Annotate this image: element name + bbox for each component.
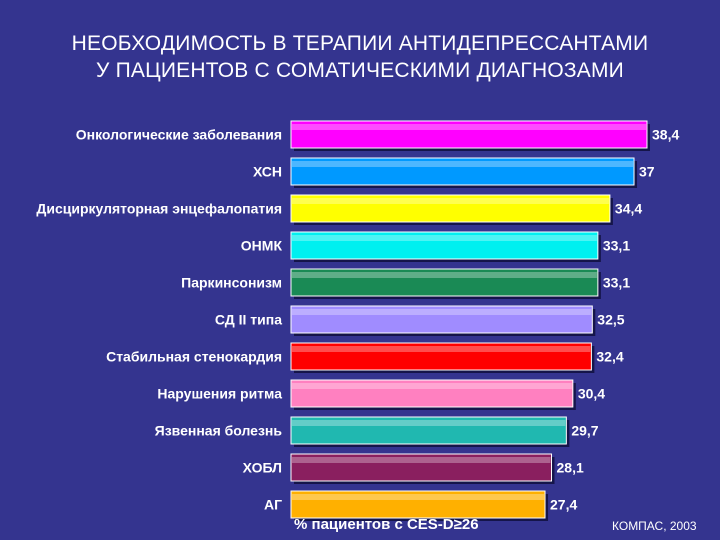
value-label: 29,7 [571,423,598,439]
title-line-1: НЕОБХОДИМОСТЬ В ТЕРАПИИ АНТИДЕПРЕССАНТАМ… [71,32,649,55]
bar-row: ОНМК 33,1 [241,231,630,262]
bar-highlight [292,124,646,130]
category-label: АГ [264,497,282,513]
source-label: КОМПАС, 2003 [612,519,697,533]
chart-title: НЕОБХОДИМОСТЬ В ТЕРАПИИ АНТИДЕПРЕССАНТАМ… [0,30,720,84]
bar-row: Дисциркуляторная энцефалопатия 34,4 [36,194,642,225]
value-label: 33,1 [603,275,630,291]
category-label: ОНМК [241,238,283,254]
bar-highlight [292,198,609,204]
bar-row: Нарушения ритма 30,4 [157,379,605,410]
bar-highlight [292,235,597,241]
bar-row: ХСН 37 [253,157,655,188]
bar-row: Язвенная болезнь 29,7 [155,416,599,447]
title-line-2: У ПАЦИЕНТОВ С СОМАТИЧЕСКИМИ ДИАГНОЗАМИ [96,59,624,82]
x-axis-label: % пациентов с CES-D≥26 [294,516,479,533]
category-label: ХСН [253,164,282,180]
bar-highlight [292,309,592,315]
bar [290,490,546,519]
category-label: Нарушения ритма [157,386,282,402]
bar [290,342,592,371]
category-label: Паркинсонизм [181,275,282,291]
value-label: 33,1 [603,238,630,254]
bar-highlight [292,457,551,463]
bar [290,379,574,408]
category-label: СД II типа [215,312,282,328]
bar-row: ХОБЛ 28,1 [243,453,584,484]
value-label: 32,5 [597,312,624,328]
bar-row: Онкологические заболевания 38,4 [76,120,679,151]
value-label: 38,4 [652,127,679,143]
bar [290,416,567,445]
bar-row: Стабильная стенокардия 32,4 [106,342,624,373]
category-label: Онкологические заболевания [76,127,282,143]
bar [290,305,593,334]
bar-highlight [292,420,566,426]
value-label: 32,4 [596,349,623,365]
category-label: Стабильная стенокардия [106,349,282,365]
bar-highlight [292,161,634,167]
bar-row: СД II типа 32,5 [215,305,625,336]
value-label: 30,4 [578,386,605,402]
bar [290,268,599,297]
bar [290,231,599,260]
bar-highlight [292,346,591,352]
bar [290,194,611,223]
bar-highlight [292,272,597,278]
value-label: 34,4 [615,201,642,217]
category-label: Дисциркуляторная энцефалопатия [36,201,282,217]
value-label: 37 [639,164,655,180]
bar-highlight [292,383,572,389]
value-label: 27,4 [550,497,577,513]
bar-highlight [292,494,545,500]
bar-row: АГ 27,4 [264,490,577,521]
bar [290,157,635,186]
bar-row: Паркинсонизм 33,1 [181,268,630,299]
bar [290,120,648,149]
bar [290,453,553,482]
value-label: 28,1 [557,460,584,476]
category-label: ХОБЛ [243,460,282,476]
category-label: Язвенная болезнь [155,423,283,439]
